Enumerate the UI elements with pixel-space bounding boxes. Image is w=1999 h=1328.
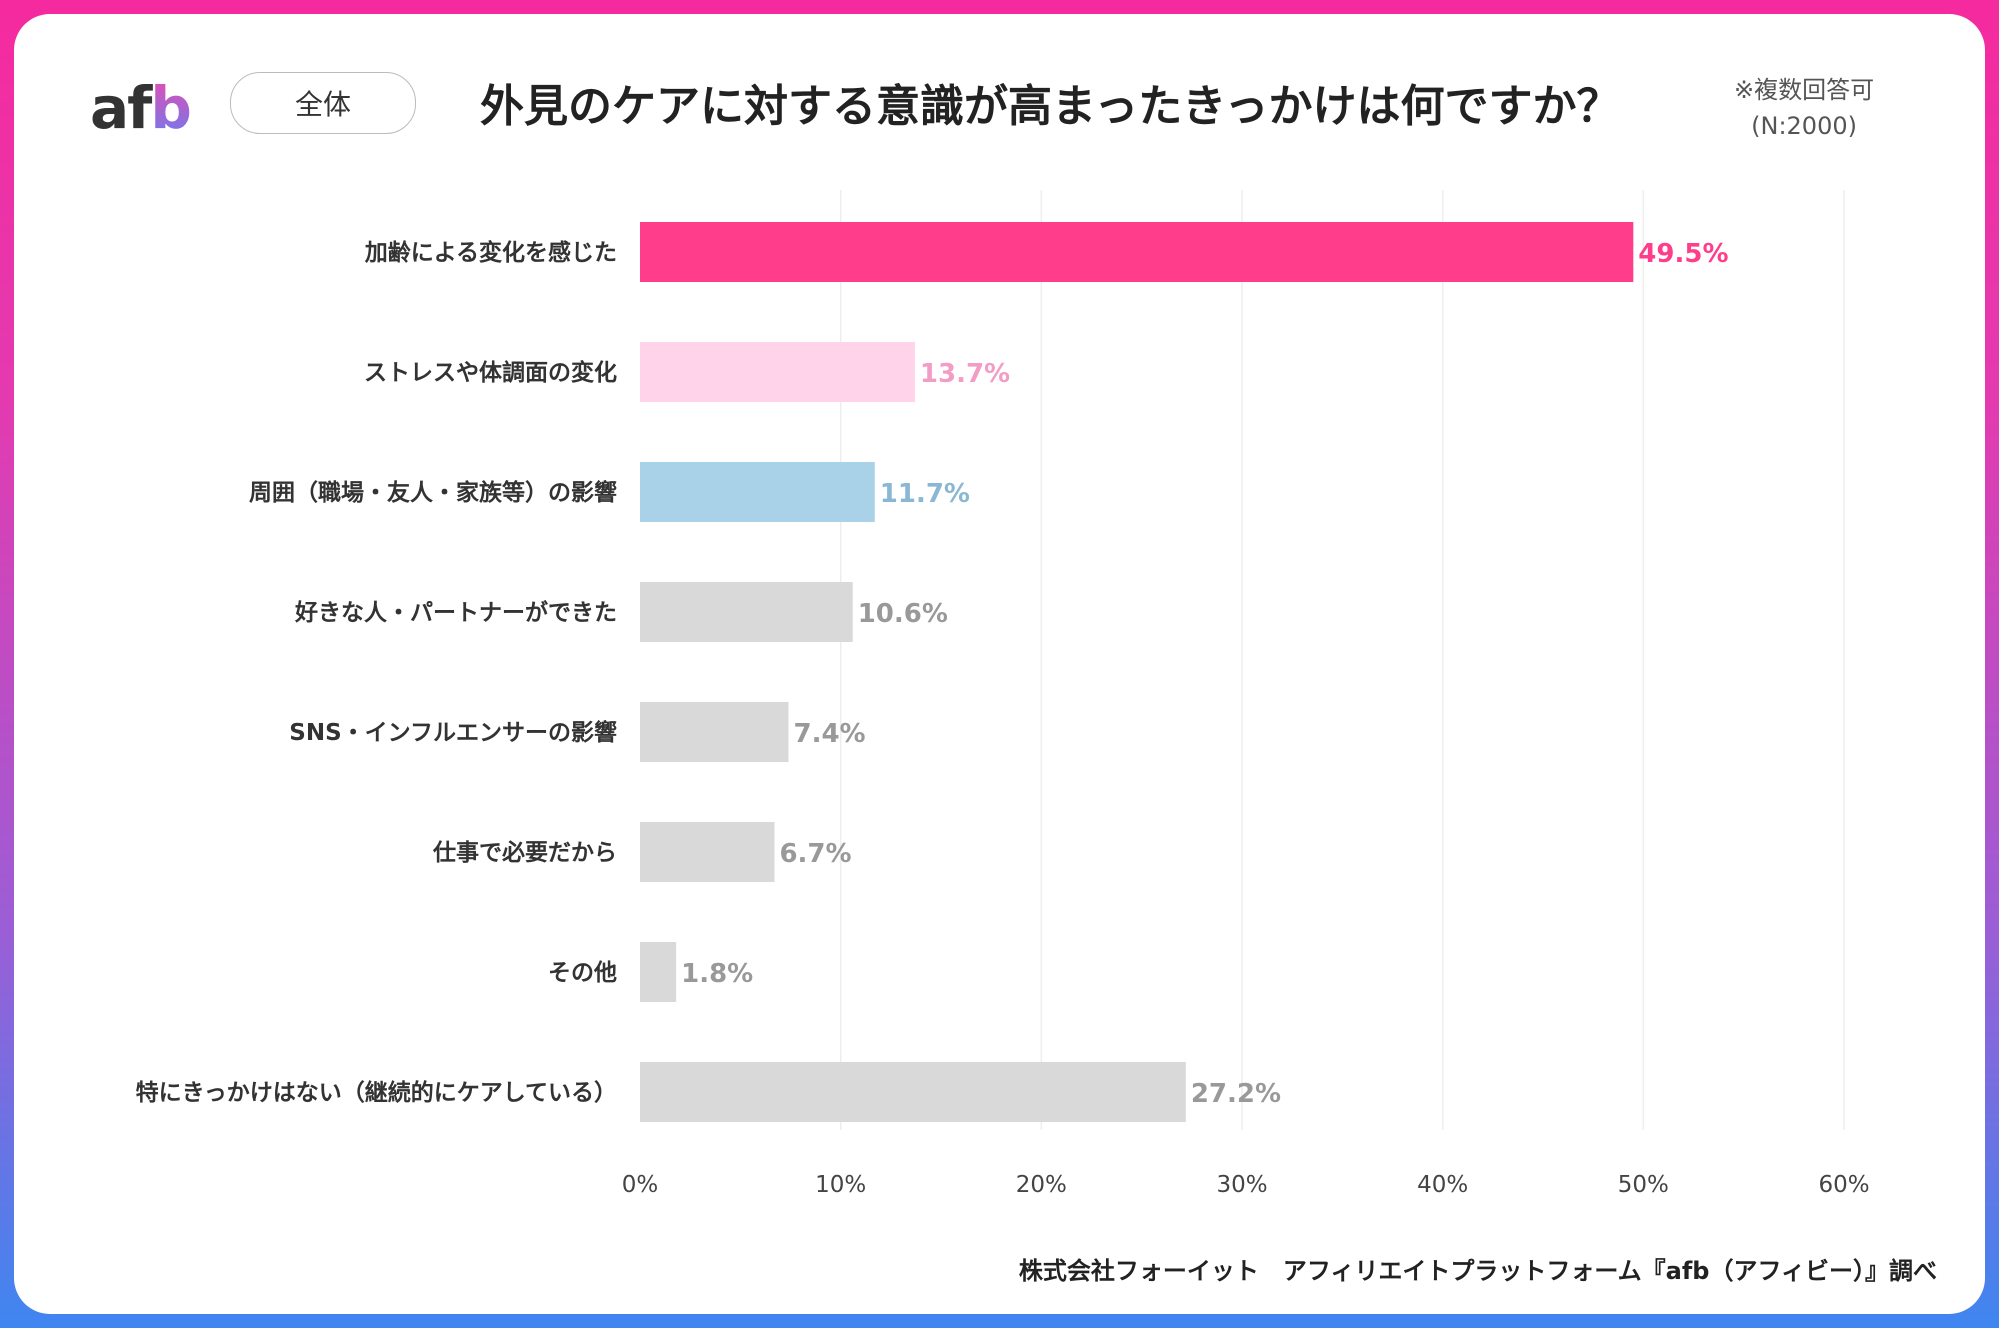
source-credit: 株式会社フォーイット アフィリエイトプラットフォーム『afb（アフィビー）』調べ <box>1018 1257 1937 1285</box>
x-tick-label: 60% <box>1818 1172 1869 1198</box>
bar <box>640 222 1634 282</box>
value-label: 13.7% <box>920 359 1010 389</box>
x-tick-label: 30% <box>1216 1172 1267 1198</box>
category-label: 周囲（職場・友人・家族等）の影響 <box>249 479 617 506</box>
value-label: 49.5% <box>1638 239 1728 269</box>
bar <box>640 702 789 762</box>
bar <box>640 1062 1186 1122</box>
category-label: ストレスや体調面の変化 <box>364 359 617 386</box>
category-label: その他 <box>548 960 617 986</box>
category-label: 特にきっかけはない（継続的にケアしている） <box>136 1079 617 1106</box>
x-tick-label: 20% <box>1016 1172 1067 1198</box>
category-label: SNS・インフルエンサーの影響 <box>289 719 617 746</box>
bar <box>640 462 875 522</box>
category-label: 好きな人・パートナーができた <box>294 599 617 626</box>
segment-badge: 全体 <box>230 72 416 134</box>
x-tick-label: 40% <box>1417 1172 1468 1198</box>
note-sample-size: (N:2000) <box>1751 112 1857 140</box>
note-multiple-answers: ※複数回答可 <box>1734 76 1875 104</box>
value-label: 27.2% <box>1191 1079 1281 1109</box>
x-tick-label: 0% <box>622 1172 659 1198</box>
bar <box>640 942 677 1002</box>
category-label: 仕事で必要だから <box>432 839 617 866</box>
value-label: 1.8% <box>681 959 753 989</box>
chart-title: 外見のケアに対する意識が高まったきっかけは何ですか？ <box>480 81 1621 132</box>
bar <box>640 582 853 642</box>
bar <box>640 342 915 402</box>
x-tick-label: 10% <box>815 1172 866 1198</box>
bar <box>640 822 775 882</box>
x-tick-label: 50% <box>1618 1172 1669 1198</box>
category-label: 加齢による変化を感じた <box>364 239 617 266</box>
afb-logo: afb <box>90 74 192 142</box>
value-label: 10.6% <box>858 599 948 629</box>
sample-note: ※複数回答可 (N:2000) <box>1734 72 1874 144</box>
value-label: 7.4% <box>793 719 865 749</box>
value-label: 6.7% <box>779 839 851 869</box>
value-label: 11.7% <box>880 479 970 509</box>
